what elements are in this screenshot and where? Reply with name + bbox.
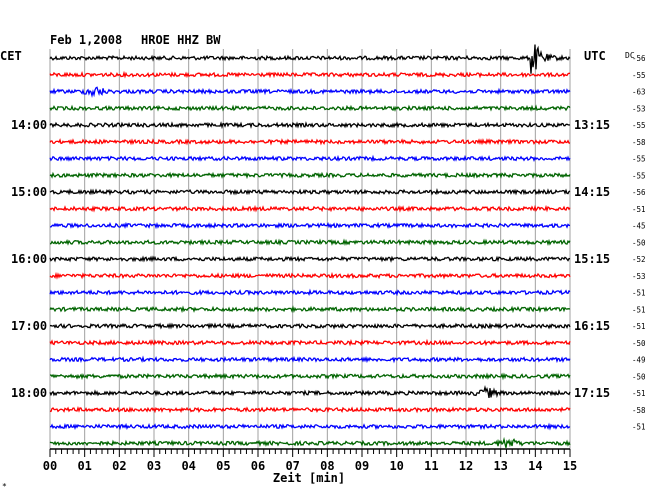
trace-17 — [49, 338, 571, 347]
dc-offset-label-9: -51 — [632, 205, 646, 214]
right-timezone-label: UTC — [584, 49, 606, 63]
right-hour-label-1: 14:15 — [574, 185, 610, 199]
dc-offset-label-0: -56 — [632, 54, 646, 63]
left-hour-label-3: 17:00 — [11, 319, 47, 333]
x-tick-label-05: 05 — [216, 459, 230, 473]
x-axis-label: Zeit [min] — [273, 471, 345, 485]
dc-offset-label-6: -55 — [632, 155, 646, 164]
chart-title: Feb 1,2008 — [50, 33, 122, 47]
dc-offset-label-13: -53 — [632, 272, 646, 281]
x-tick-label-03: 03 — [147, 459, 161, 473]
dc-offset-label-4: -55 — [632, 121, 646, 130]
dc-offset-label-12: -52 — [632, 255, 646, 264]
trace-23 — [49, 436, 571, 448]
x-tick-label-07: 07 — [285, 459, 299, 473]
trace-8 — [49, 188, 571, 196]
left-hour-label-4: 18:00 — [11, 386, 47, 400]
trace-4 — [49, 121, 571, 130]
dc-offset-label-16: -51 — [632, 322, 646, 331]
footnote-mark: * — [2, 482, 7, 491]
left-timezone-label: CET — [0, 49, 22, 63]
dc-offset-label-3: -53 — [632, 104, 646, 113]
right-hour-label-4: 17:15 — [574, 386, 610, 400]
dc-offset-label-10: -45 — [632, 222, 646, 231]
trace-11 — [49, 238, 571, 247]
dc-offset-label-20: -51 — [632, 389, 646, 398]
x-tick-label-04: 04 — [181, 459, 195, 473]
dc-header: DC — [625, 51, 635, 60]
trace-5 — [49, 138, 571, 146]
x-tick-label-10: 10 — [389, 459, 403, 473]
trace-15 — [49, 305, 571, 314]
right-hour-label-2: 15:15 — [574, 252, 610, 266]
dc-offset-label-1: -55 — [632, 71, 646, 80]
x-tick-label-08: 08 — [320, 459, 334, 473]
trace-13 — [49, 271, 571, 280]
seismic-traces: -56 -55 -63 -53 -55 -58 -55 -55 -56 -51 -45 -50 -52 -… — [49, 44, 646, 448]
x-tick-label-13: 13 — [493, 459, 507, 473]
trace-18 — [49, 355, 571, 364]
dc-offset-label-8: -56 — [632, 188, 646, 197]
x-tick-label-09: 09 — [355, 459, 369, 473]
x-tick-label-11: 11 — [424, 459, 438, 473]
left-hour-label-2: 16:00 — [11, 252, 47, 266]
station-label: HROE HHZ BW — [141, 33, 221, 47]
dc-offset-label-15: -51 — [632, 305, 646, 314]
trace-1 — [49, 70, 570, 79]
left-hour-label-1: 15:00 — [11, 185, 47, 199]
dc-offset-label-14: -51 — [632, 289, 646, 298]
trace-3 — [49, 104, 571, 112]
dc-offset-label-7: -55 — [632, 171, 646, 180]
dc-offset-label-18: -49 — [632, 356, 646, 365]
trace-10 — [50, 221, 571, 230]
trace-19 — [49, 372, 571, 381]
trace-22 — [49, 422, 571, 431]
trace-14 — [49, 288, 571, 297]
right-hour-label-0: 13:15 — [574, 118, 610, 132]
x-tick-label-02: 02 — [112, 459, 126, 473]
x-tick-label-01: 01 — [77, 459, 91, 473]
dc-offset-label-17: -50 — [632, 339, 646, 348]
x-tick-label-12: 12 — [459, 459, 473, 473]
x-tick-label-00: 00 — [43, 459, 57, 473]
dc-offset-label-21: -58 — [632, 406, 646, 415]
dc-offset-label-5: -58 — [632, 138, 646, 147]
trace-20 — [49, 384, 571, 399]
trace-21 — [49, 406, 571, 414]
time-axis: 14:00 15:00 16:00 17:00 18:00 13:15 14:15 15:15… — [11, 118, 610, 473]
x-tick-label-14: 14 — [528, 459, 542, 473]
trace-16 — [49, 322, 571, 330]
trace-6 — [49, 154, 571, 163]
right-hour-label-3: 16:15 — [574, 319, 610, 333]
dc-offset-label-11: -50 — [632, 238, 646, 247]
trace-7 — [49, 171, 571, 180]
trace-2 — [49, 86, 571, 99]
trace-12 — [49, 255, 571, 263]
time-gridlines — [49, 49, 571, 449]
dc-offset-label-2: -63 — [632, 88, 646, 97]
dc-offset-label-19: -50 — [632, 372, 646, 381]
x-tick-label-06: 06 — [251, 459, 265, 473]
trace-9 — [49, 204, 571, 213]
trace-0 — [49, 44, 571, 74]
left-hour-label-0: 14:00 — [11, 118, 47, 132]
x-tick-label-15: 15 — [563, 459, 577, 473]
dc-offset-label-22: -51 — [632, 423, 646, 432]
